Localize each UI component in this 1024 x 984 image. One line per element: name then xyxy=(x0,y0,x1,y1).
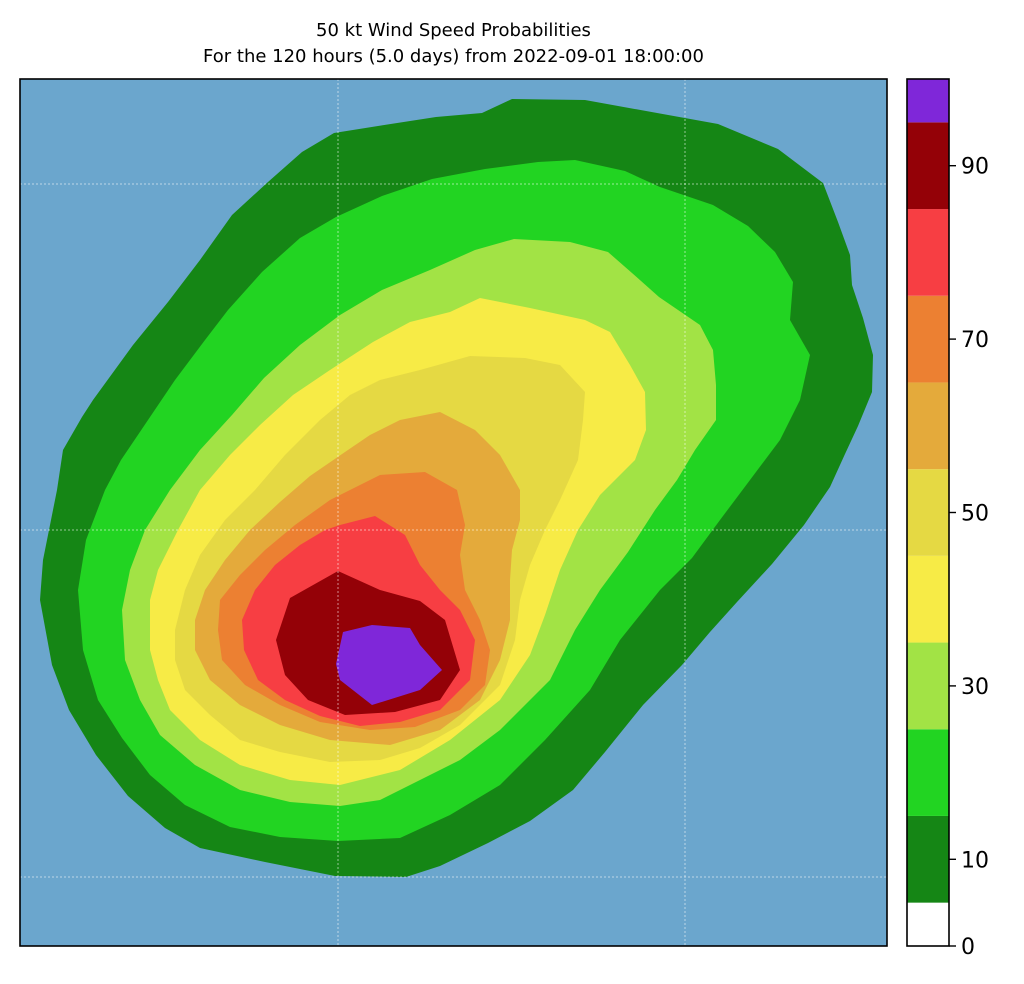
probability-contours xyxy=(40,99,873,877)
colorbar-tick-label-90: 90 xyxy=(961,155,989,180)
colorbar-bin-15-25 xyxy=(907,729,949,816)
colorbar-bin-85-95 xyxy=(907,122,949,210)
colorbar-bin-95-100 xyxy=(907,79,949,123)
gridlines xyxy=(20,79,887,946)
colorbar-bin-35-45 xyxy=(907,555,949,643)
chart-title: 50 kt Wind Speed Probabilities xyxy=(316,20,591,41)
colorbar-tick-label-10: 10 xyxy=(961,848,989,873)
colorbar-bin-65-75 xyxy=(907,295,949,383)
colorbar-bin-55-65 xyxy=(907,382,949,470)
chart-subtitle: For the 120 hours (5.0 days) from 2022-0… xyxy=(203,46,704,67)
colorbar-ticks: 0 10 30 50 70 90 xyxy=(949,155,989,960)
colorbar-tick-label-50: 50 xyxy=(961,502,989,527)
colorbar-bin-45-55 xyxy=(907,469,949,556)
colorbar xyxy=(907,79,949,946)
colorbar-tick-label-70: 70 xyxy=(961,328,989,353)
colorbar-frame xyxy=(906,78,950,947)
map-frame xyxy=(19,78,888,947)
colorbar-bin-75-85 xyxy=(907,209,949,296)
colorbar-tick-label-30: 30 xyxy=(961,675,989,700)
contour-level-95 xyxy=(336,625,442,705)
colorbar-bin-25-35 xyxy=(907,642,949,730)
colorbar-bin-5-15 xyxy=(907,815,949,903)
colorbar-bin-0-5 xyxy=(907,902,949,946)
colorbar-tick-label-0: 0 xyxy=(961,935,975,960)
